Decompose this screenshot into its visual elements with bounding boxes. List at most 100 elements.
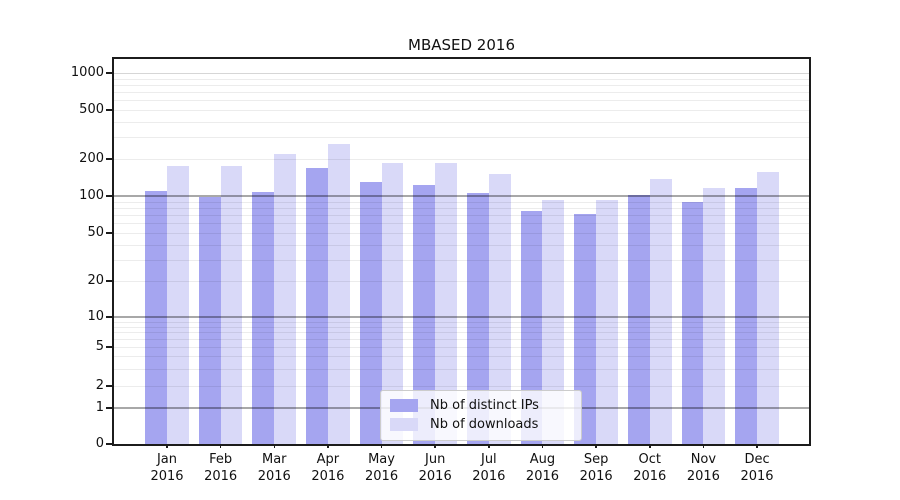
x-tick-year: 2016	[633, 469, 667, 484]
x-tick-year: 2016	[686, 469, 720, 484]
x-tick-month: May	[368, 452, 395, 467]
x-tick-mark	[541, 444, 544, 448]
legend-item-downloads: Nb of downloads	[390, 415, 572, 434]
bar-downloads-may	[381, 163, 404, 444]
x-tick-label: Oct 2016	[618, 451, 682, 485]
gridline-minor	[114, 110, 809, 111]
x-tick-month: Feb	[209, 452, 233, 467]
legend-swatch-downloads	[390, 418, 418, 431]
x-tick-month: Jul	[480, 452, 497, 467]
x-tick-year: 2016	[365, 469, 399, 484]
bar-distinct-ips-jun	[413, 184, 436, 444]
x-tick-year: 2016	[472, 469, 506, 484]
x-tick-month: Nov	[690, 452, 717, 467]
bar-distinct-ips-dec	[735, 187, 758, 444]
x-tick-label: Feb 2016	[189, 451, 253, 485]
x-tick-mark	[488, 444, 490, 448]
bar-distinct-ips-nov	[681, 201, 704, 444]
y-tick-mark	[106, 158, 112, 160]
x-tick-year: 2016	[311, 469, 345, 484]
gridline-minor	[114, 321, 809, 323]
legend: Nb of distinct IPs Nb of downloads	[380, 390, 582, 441]
gridline-minor	[114, 339, 809, 341]
gridline-major	[114, 73, 809, 74]
gridline-minor	[114, 201, 809, 203]
x-tick-month: Jan	[156, 452, 178, 467]
bars-layer	[114, 59, 809, 444]
y-tick-mark	[106, 109, 112, 111]
bar-distinct-ips-may	[359, 181, 382, 444]
gridline-minor	[114, 244, 809, 246]
bar-distinct-ips-aug	[520, 211, 543, 444]
x-tick-mark	[702, 444, 705, 448]
x-tick-label: May 2016	[350, 451, 414, 485]
y-tick-label: 500	[79, 102, 104, 117]
y-tick-label: 200	[79, 151, 104, 166]
gridline-minor	[114, 137, 809, 139]
bar-downloads-jun	[435, 162, 457, 444]
y-tick-mark	[106, 385, 112, 387]
bar-downloads-aug	[542, 199, 565, 444]
gridline-major	[114, 195, 809, 197]
bar-distinct-ips-mar	[252, 192, 275, 444]
chart-title: MBASED 2016	[408, 36, 515, 54]
y-tick-label: 100	[79, 188, 104, 203]
gridline-minor	[114, 332, 809, 334]
plot-area	[112, 57, 811, 446]
gridline-major	[114, 316, 809, 318]
bar-downloads-apr	[327, 143, 350, 444]
x-tick-label: Jul 2016	[457, 451, 521, 485]
y-tick-mark	[106, 346, 112, 348]
gridline-minor	[114, 281, 809, 282]
x-tick-year: 2016	[579, 469, 613, 484]
bar-distinct-ips-oct	[627, 195, 650, 444]
y-tick-label: 5	[95, 339, 104, 354]
x-tick-month: Mar	[262, 452, 287, 467]
y-tick-mark	[106, 316, 112, 318]
x-tick-mark	[166, 444, 168, 448]
x-tick-year: 2016	[150, 469, 184, 484]
grid-layer	[114, 59, 809, 444]
x-tick-year: 2016	[204, 469, 238, 484]
x-tick-year: 2016	[418, 469, 452, 484]
y-tick-mark	[106, 195, 112, 197]
legend-label-downloads: Nb of downloads	[430, 417, 539, 432]
x-tick-label: Nov 2016	[671, 451, 735, 485]
y-tick-label: 10	[87, 309, 104, 324]
bar-downloads-jul	[488, 174, 511, 444]
legend-swatch-distinct-ips	[390, 399, 418, 412]
gridline-minor	[114, 347, 809, 348]
gridline-minor	[114, 259, 809, 261]
x-tick-label: Apr 2016	[296, 451, 360, 485]
gridline-minor	[114, 368, 809, 370]
bar-distinct-ips-jul	[467, 192, 489, 444]
gridline-minor	[114, 92, 809, 94]
x-tick-label: Jun 2016	[403, 451, 467, 485]
y-tick-mark	[106, 407, 112, 409]
x-tick-label: Mar 2016	[242, 451, 306, 485]
legend-label-distinct-ips: Nb of distinct IPs	[430, 398, 539, 413]
x-tick-label: Sep 2016	[564, 451, 628, 485]
x-tick-month: Oct	[638, 452, 661, 467]
x-tick-mark	[327, 444, 329, 448]
y-tick-label: 50	[87, 225, 104, 240]
y-tick-label: 1	[95, 400, 104, 415]
x-tick-mark	[273, 444, 276, 448]
y-tick-label: 0	[95, 436, 104, 451]
x-tick-mark	[380, 444, 383, 448]
bar-downloads-nov	[703, 187, 726, 444]
bar-downloads-sep	[596, 200, 618, 444]
gridline-minor	[114, 326, 809, 328]
y-tick-mark	[106, 280, 112, 282]
gridline-minor	[114, 233, 809, 234]
bar-downloads-feb	[220, 165, 243, 444]
bar-distinct-ips-feb	[198, 196, 221, 444]
bar-downloads-dec	[757, 171, 779, 444]
bar-downloads-oct	[649, 179, 672, 444]
x-tick-year: 2016	[740, 469, 774, 484]
gridline-minor	[114, 207, 809, 209]
y-tick-mark	[106, 72, 112, 74]
x-tick-month: Jun	[425, 452, 446, 467]
legend-item-distinct-ips: Nb of distinct IPs	[390, 396, 572, 415]
